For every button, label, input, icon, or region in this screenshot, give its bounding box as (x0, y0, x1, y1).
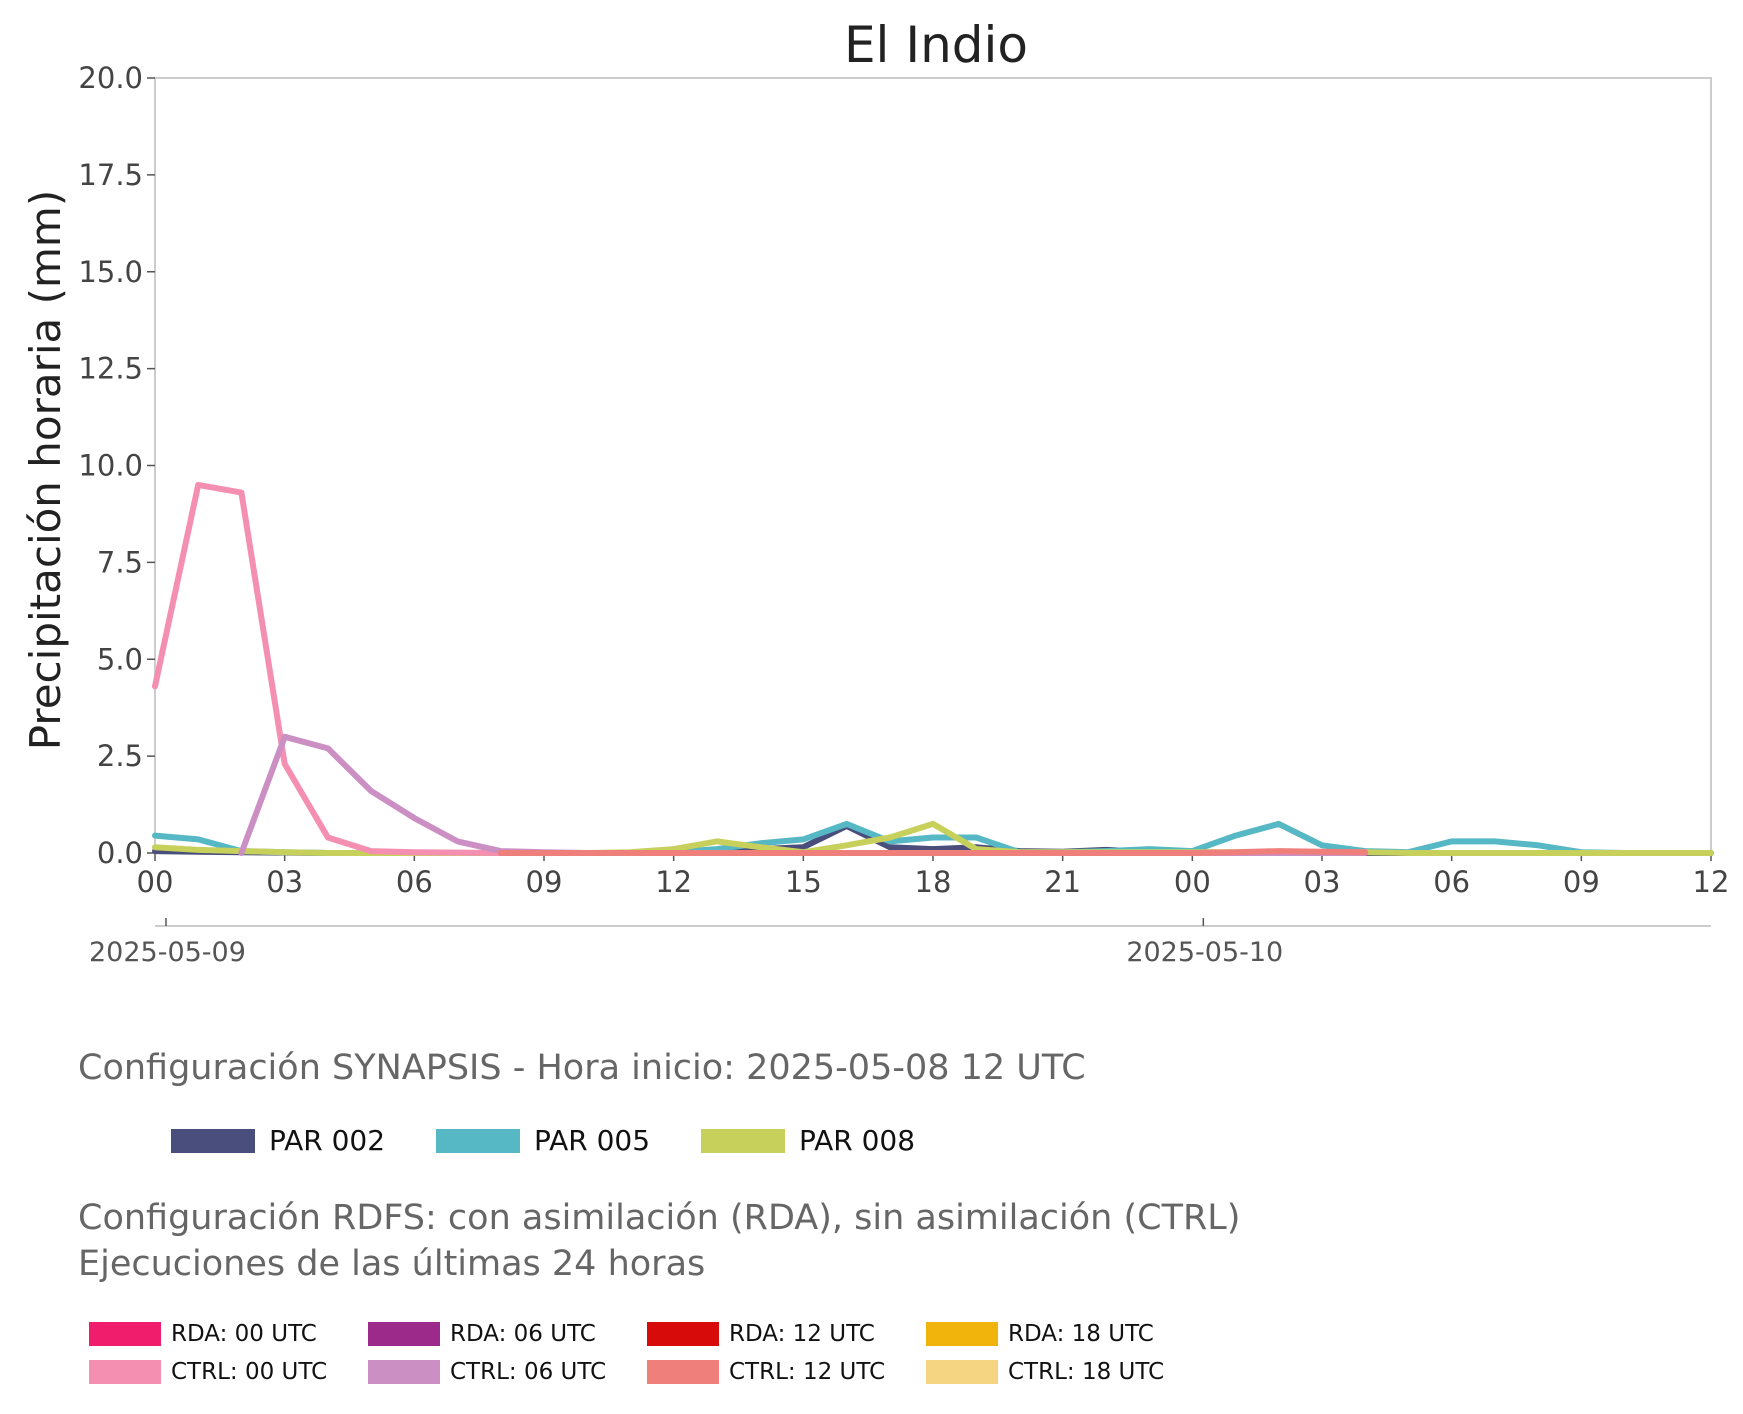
x-tick-label: 06 (1433, 865, 1470, 899)
x-tick-label: 06 (396, 865, 433, 899)
x-tick-label: 09 (526, 865, 563, 899)
series-line-ctrl-06-utc (238, 733, 1369, 856)
y-tick-label: 7.5 (97, 545, 143, 579)
legend-label: PAR 002 (269, 1124, 386, 1157)
chart-title: El Indio (844, 16, 1028, 74)
legend-label: RDA: 06 UTC (450, 1321, 596, 1347)
x-tick-label: 09 (1563, 865, 1600, 899)
x-tick-label: 15 (785, 865, 822, 899)
series-line-ctrl-12-utc (497, 848, 1369, 856)
legend-item: PAR 008 (701, 1124, 915, 1157)
date-label: 2025-05-09 (89, 937, 246, 968)
legend-item: RDA: 18 UTC (926, 1321, 1154, 1347)
x-tick-label: 12 (655, 865, 692, 899)
legend-swatch (368, 1322, 440, 1346)
y-axis-label: Precipitación horaria (mm) (21, 190, 70, 750)
legend-item: RDA: 06 UTC (368, 1321, 596, 1347)
y-tick-label: 10.0 (78, 449, 143, 483)
synapsis-title: Configuración SYNAPSIS - Hora inicio: 20… (78, 1048, 1086, 1088)
legend-label: CTRL: 06 UTC (450, 1359, 607, 1385)
legend-item: RDA: 12 UTC (647, 1321, 875, 1347)
x-tick-label: 18 (915, 865, 952, 899)
legend-item: PAR 005 (436, 1124, 650, 1157)
y-tick-label: 5.0 (97, 642, 143, 676)
legend-swatch (647, 1360, 719, 1384)
legend-label: RDA: 00 UTC (171, 1321, 317, 1347)
legend-swatch (926, 1322, 998, 1346)
axes: 0.0 2.5 5.0 7.5 10.0 12.5 15.0 17.5 20.0 00 03 06 09… (78, 61, 1729, 968)
x-tick-label: 03 (266, 865, 303, 899)
y-tick-label: 15.0 (78, 255, 143, 289)
y-tick-label: 2.5 (97, 739, 143, 773)
x-tick-label: 21 (1044, 865, 1081, 899)
plot-frame (154, 77, 1712, 854)
y-tick-label: 17.5 (78, 158, 143, 192)
legend-label: PAR 008 (799, 1124, 916, 1157)
date-label: 2025-05-10 (1126, 937, 1283, 968)
legend-swatch (368, 1360, 440, 1384)
legend-label: RDA: 12 UTC (729, 1321, 875, 1347)
legend-swatch (926, 1360, 998, 1384)
legend-label: CTRL: 00 UTC (171, 1359, 328, 1385)
x-tick-label: 03 (1304, 865, 1341, 899)
legend-swatch (89, 1322, 161, 1346)
x-tick-label: 00 (1174, 865, 1211, 899)
legend-swatch (171, 1128, 255, 1153)
legend-swatch (436, 1128, 520, 1153)
legend-swatch (89, 1360, 161, 1384)
rdfs-title: Configuración RDFS: con asimilación (RDA… (78, 1198, 1241, 1284)
x-tick-label: 12 (1693, 865, 1730, 899)
legend-item: CTRL: 00 UTC (89, 1359, 327, 1385)
legend-label: PAR 005 (534, 1124, 651, 1157)
legend-item: RDA: 00 UTC (89, 1321, 317, 1347)
y-tick-label: 20.0 (78, 61, 143, 95)
series-line-ctrl-00-utc (152, 481, 1369, 856)
legend-item: CTRL: 06 UTC (368, 1359, 606, 1385)
y-tick-label: 12.5 (78, 352, 143, 386)
legend-label: CTRL: 12 UTC (729, 1359, 886, 1385)
legend-item: PAR 002 (171, 1124, 385, 1157)
x-tick-label: 00 (137, 865, 174, 899)
legend-swatch (701, 1128, 785, 1153)
legend-label: RDA: 18 UTC (1008, 1321, 1154, 1347)
series-lines (152, 481, 1714, 856)
y-tick-label: 0.0 (97, 836, 143, 870)
legend-item: CTRL: 18 UTC (926, 1359, 1164, 1385)
legend-item: CTRL: 12 UTC (647, 1359, 885, 1385)
legend-swatch (647, 1322, 719, 1346)
legend-label: CTRL: 18 UTC (1008, 1359, 1165, 1385)
